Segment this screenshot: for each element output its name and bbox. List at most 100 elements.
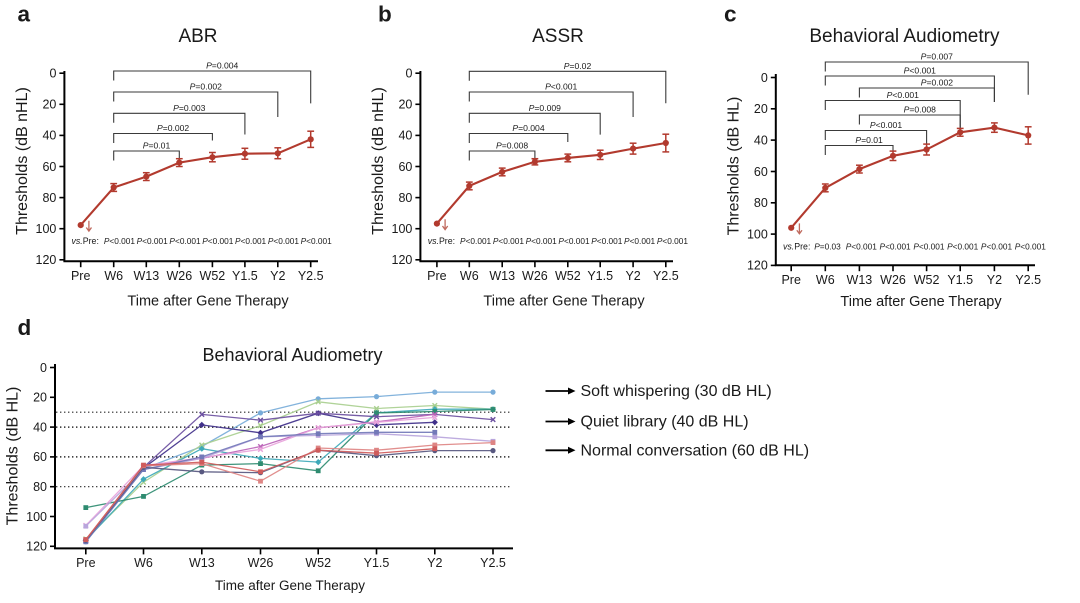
svg-text:0: 0 bbox=[49, 67, 56, 81]
svg-text:W26: W26 bbox=[248, 556, 274, 570]
svg-text:P<0.001: P<0.001 bbox=[624, 236, 656, 246]
svg-text:W52: W52 bbox=[200, 269, 226, 283]
svg-text:P=0.002: P=0.002 bbox=[921, 78, 953, 88]
svg-text:W13: W13 bbox=[847, 273, 873, 287]
svg-text:P<0.001: P<0.001 bbox=[904, 66, 936, 76]
svg-text:20: 20 bbox=[398, 98, 412, 112]
svg-text:40: 40 bbox=[33, 420, 47, 434]
svg-text:0: 0 bbox=[761, 71, 768, 85]
svg-text:Thresholds (dB nHL): Thresholds (dB nHL) bbox=[370, 87, 387, 235]
svg-text:P<0.001: P<0.001 bbox=[268, 236, 300, 246]
svg-text:W6: W6 bbox=[104, 269, 123, 283]
svg-text:P<0.001: P<0.001 bbox=[913, 242, 945, 252]
svg-text:Thresholds (dB HL): Thresholds (dB HL) bbox=[725, 97, 742, 236]
svg-text:P<0.001: P<0.001 bbox=[493, 236, 525, 246]
svg-text:Y1.5: Y1.5 bbox=[232, 269, 258, 283]
svg-text:P=0.01: P=0.01 bbox=[855, 135, 883, 145]
svg-text:Normal conversation (60 dB HL): Normal conversation (60 dB HL) bbox=[581, 443, 810, 460]
svg-text:P<0.001: P<0.001 bbox=[104, 236, 136, 246]
svg-text:ABR: ABR bbox=[178, 26, 217, 47]
svg-text:Pre: Pre bbox=[76, 556, 96, 570]
svg-text:P<0.001: P<0.001 bbox=[846, 242, 878, 252]
svg-text:P<0.001: P<0.001 bbox=[301, 236, 333, 246]
svg-text:Y2.5: Y2.5 bbox=[1015, 273, 1041, 287]
svg-text:W6: W6 bbox=[134, 556, 153, 570]
svg-text:P<0.001: P<0.001 bbox=[870, 120, 902, 130]
svg-text:100: 100 bbox=[36, 222, 57, 236]
svg-text:W26: W26 bbox=[522, 269, 548, 283]
svg-text:Thresholds (dB nHL): Thresholds (dB nHL) bbox=[14, 87, 31, 235]
svg-text:100: 100 bbox=[747, 227, 768, 241]
svg-text:100: 100 bbox=[392, 222, 413, 236]
svg-text:b: b bbox=[378, 2, 392, 27]
svg-text:Y1.5: Y1.5 bbox=[947, 273, 973, 287]
svg-text:W6: W6 bbox=[460, 269, 479, 283]
svg-text:c: c bbox=[724, 2, 737, 27]
svg-text:Y2: Y2 bbox=[427, 556, 442, 570]
svg-text:120: 120 bbox=[36, 253, 57, 267]
svg-text:P<0.001: P<0.001 bbox=[558, 236, 590, 246]
svg-text:P<0.001: P<0.001 bbox=[880, 242, 912, 252]
svg-text:P=0.008: P=0.008 bbox=[496, 141, 528, 151]
svg-text:20: 20 bbox=[754, 102, 768, 116]
svg-text:120: 120 bbox=[26, 540, 47, 554]
svg-text:P=0.009: P=0.009 bbox=[529, 103, 561, 113]
svg-text:80: 80 bbox=[754, 196, 768, 210]
svg-text:W6: W6 bbox=[816, 273, 835, 287]
svg-text:20: 20 bbox=[33, 391, 47, 405]
svg-text:P<0.001: P<0.001 bbox=[981, 242, 1013, 252]
svg-text:P<0.001: P<0.001 bbox=[202, 236, 234, 246]
svg-text:Y2.5: Y2.5 bbox=[298, 269, 324, 283]
svg-text:Pre: Pre bbox=[781, 273, 801, 287]
svg-text:80: 80 bbox=[33, 480, 47, 494]
svg-text:20: 20 bbox=[42, 98, 56, 112]
svg-text:P<0.001: P<0.001 bbox=[591, 236, 623, 246]
svg-text:Time after Gene Therapy: Time after Gene Therapy bbox=[483, 294, 645, 310]
svg-text:W52: W52 bbox=[914, 273, 940, 287]
svg-text:Pre: Pre bbox=[71, 269, 91, 283]
svg-text:P=0.008: P=0.008 bbox=[904, 105, 936, 115]
svg-text:W52: W52 bbox=[305, 556, 331, 570]
svg-text:P=0.03: P=0.03 bbox=[814, 242, 841, 252]
svg-text:W26: W26 bbox=[880, 273, 906, 287]
svg-text:40: 40 bbox=[42, 129, 56, 143]
svg-text:P<0.001: P<0.001 bbox=[657, 236, 689, 246]
svg-text:P=0.004: P=0.004 bbox=[512, 123, 544, 133]
svg-text:vs.Pre:: vs.Pre: bbox=[72, 236, 99, 246]
svg-text:Y2: Y2 bbox=[270, 269, 285, 283]
svg-text:P<0.001: P<0.001 bbox=[137, 236, 169, 246]
svg-text:Y2.5: Y2.5 bbox=[653, 269, 679, 283]
svg-text:Y1.5: Y1.5 bbox=[587, 269, 613, 283]
svg-text:W26: W26 bbox=[166, 269, 192, 283]
svg-text:P=0.004: P=0.004 bbox=[206, 61, 238, 71]
svg-text:vs.Pre:: vs.Pre: bbox=[783, 242, 810, 252]
svg-text:Time after Gene Therapy: Time after Gene Therapy bbox=[840, 294, 1002, 310]
svg-text:P=0.002: P=0.002 bbox=[157, 123, 189, 133]
svg-text:P=0.003: P=0.003 bbox=[173, 103, 205, 113]
svg-text:Thresholds (dB HL): Thresholds (dB HL) bbox=[5, 387, 22, 526]
svg-text:W13: W13 bbox=[133, 269, 159, 283]
svg-text:60: 60 bbox=[754, 165, 768, 179]
svg-text:P=0.002: P=0.002 bbox=[190, 82, 222, 92]
svg-text:40: 40 bbox=[398, 129, 412, 143]
svg-text:W52: W52 bbox=[555, 269, 581, 283]
svg-text:80: 80 bbox=[42, 191, 56, 205]
svg-text:W13: W13 bbox=[489, 269, 515, 283]
svg-text:P<0.001: P<0.001 bbox=[235, 236, 267, 246]
svg-text:P<0.001: P<0.001 bbox=[526, 236, 558, 246]
svg-text:40: 40 bbox=[754, 133, 768, 147]
svg-text:a: a bbox=[18, 2, 31, 27]
svg-text:Pre: Pre bbox=[427, 269, 447, 283]
svg-text:P=0.01: P=0.01 bbox=[143, 141, 171, 151]
svg-text:80: 80 bbox=[398, 191, 412, 205]
svg-text:W13: W13 bbox=[189, 556, 215, 570]
svg-text:60: 60 bbox=[42, 160, 56, 174]
svg-text:Behavioral Audiometry: Behavioral Audiometry bbox=[202, 345, 382, 365]
svg-text:Time after Gene Therapy: Time after Gene Therapy bbox=[215, 578, 365, 593]
svg-text:P<0.001: P<0.001 bbox=[460, 236, 492, 246]
svg-text:d: d bbox=[18, 315, 32, 340]
svg-text:120: 120 bbox=[747, 259, 768, 273]
svg-text:ASSR: ASSR bbox=[532, 26, 584, 47]
svg-text:P<0.001: P<0.001 bbox=[169, 236, 201, 246]
svg-text:Quiet library (40 dB HL): Quiet library (40 dB HL) bbox=[581, 414, 749, 431]
